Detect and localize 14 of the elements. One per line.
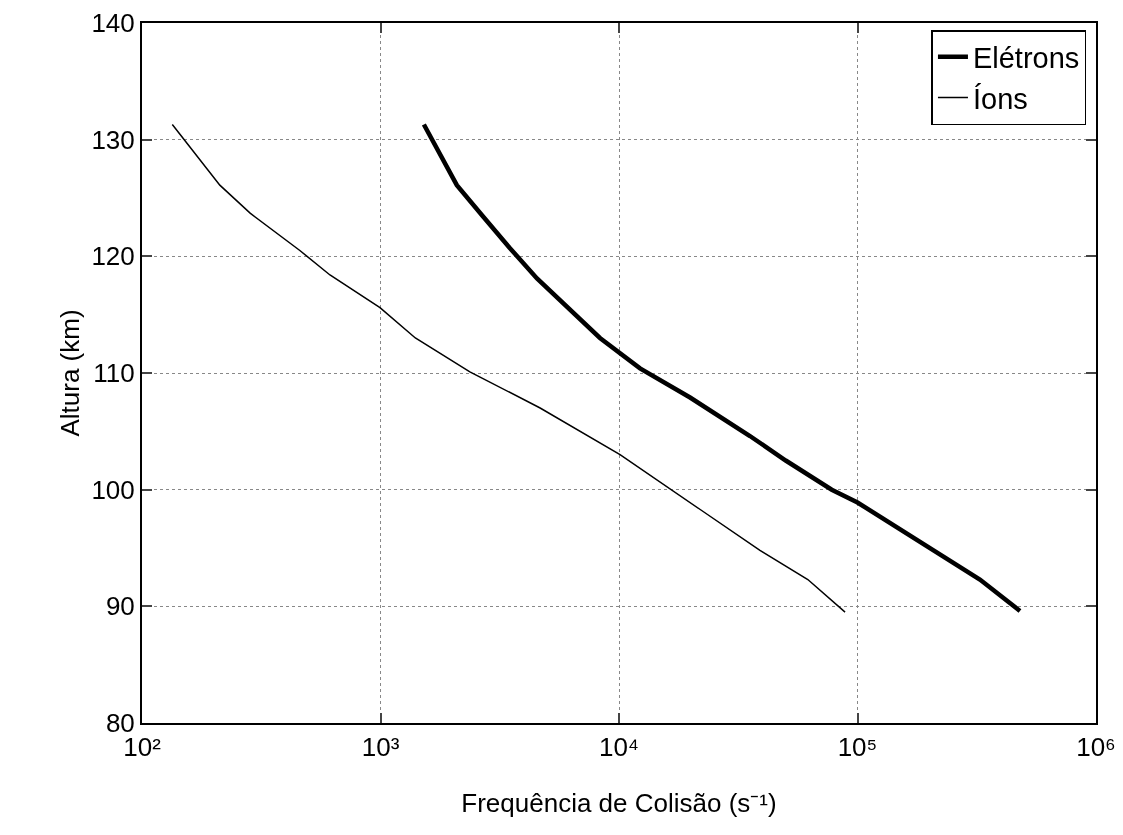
x-tick-label: 10⁶ [1076,732,1116,763]
legend-label: Íons [972,82,1028,115]
x-tick-label: 10³ [361,732,400,763]
y-tick-label: 140 [91,8,135,39]
y-tick-label: 130 [91,124,135,155]
x-axis-title: Frequência de Colisão (s⁻¹) [461,788,777,818]
x-tick-label: 10⁴ [598,732,640,763]
x-tick-label: 10⁵ [837,732,878,763]
y-tick-label: 100 [91,474,135,505]
y-tick-label: 120 [91,241,135,272]
y-tick-label: 90 [105,591,135,622]
y-tick-label: 110 [93,358,135,389]
y-axis-title: Altura (km) [55,309,85,437]
legend-label: Elétrons [972,42,1080,75]
